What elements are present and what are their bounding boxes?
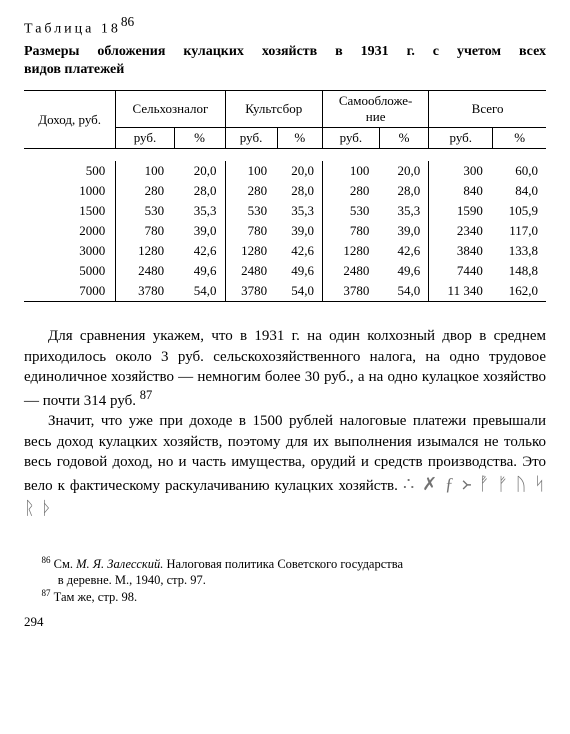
cell: 20,0	[174, 161, 225, 181]
sub-g2-pct: %	[277, 128, 322, 149]
sub-g3-rub: руб.	[323, 128, 380, 149]
cell: 49,6	[379, 261, 428, 281]
cell: 105,9	[493, 201, 546, 221]
paragraph-1: Для сравнения укажем, что в 1931 г. на о…	[24, 326, 546, 411]
cell: 35,3	[174, 201, 225, 221]
table-row: 3000128042,6128042,6128042,63840133,8	[24, 241, 546, 261]
table-row: 50010020,010020,010020,030060,0	[24, 161, 546, 181]
table-label-text: Таблица 18	[24, 21, 121, 36]
cell: 42,6	[174, 241, 225, 261]
cell: 2000	[24, 221, 116, 241]
cell: 530	[225, 201, 277, 221]
sub-g1-pct: %	[174, 128, 225, 149]
cell: 49,6	[174, 261, 225, 281]
cell: 54,0	[277, 281, 322, 302]
cell: 84,0	[493, 181, 546, 201]
table-row: 7000378054,0378054,0378054,011 340162,0	[24, 281, 546, 302]
table-row: 5000248049,6248049,6248049,67440148,8	[24, 261, 546, 281]
cell: 840	[429, 181, 493, 201]
cell: 133,8	[493, 241, 546, 261]
cell: 1280	[116, 241, 174, 261]
cell: 100	[116, 161, 174, 181]
cell: 780	[225, 221, 277, 241]
cell: 20,0	[277, 161, 322, 181]
cell: 2480	[225, 261, 277, 281]
cell: 3780	[116, 281, 174, 302]
cell: 1280	[225, 241, 277, 261]
cell: 3780	[225, 281, 277, 302]
cell: 530	[116, 201, 174, 221]
cell: 11 340	[429, 281, 493, 302]
cell: 280	[323, 181, 380, 201]
cell: 39,0	[277, 221, 322, 241]
cell: 54,0	[174, 281, 225, 302]
cell: 280	[225, 181, 277, 201]
col-g1: Сельхозналог	[116, 91, 225, 128]
cell: 780	[116, 221, 174, 241]
cell: 2480	[323, 261, 380, 281]
cell: 42,6	[379, 241, 428, 261]
cell: 35,3	[379, 201, 428, 221]
cell: 35,3	[277, 201, 322, 221]
cell: 2480	[116, 261, 174, 281]
table-row: 200078039,078039,078039,02340117,0	[24, 221, 546, 241]
cell: 780	[323, 221, 380, 241]
table-title-line2: видов платежей	[24, 61, 546, 79]
table-label-sup: 86	[121, 14, 134, 29]
table-row: 150053035,353035,353035,31590105,9	[24, 201, 546, 221]
cell: 300	[429, 161, 493, 181]
cell: 1500	[24, 201, 116, 221]
cell: 117,0	[493, 221, 546, 241]
sub-g4-pct: %	[493, 128, 546, 149]
cell: 42,6	[277, 241, 322, 261]
col-g3: Самообложе- ние	[323, 91, 429, 128]
cell: 49,6	[277, 261, 322, 281]
cell: 162,0	[493, 281, 546, 302]
cell: 28,0	[277, 181, 322, 201]
tax-table-body: 50010020,010020,010020,030060,0100028028…	[24, 149, 546, 302]
footnote-86: 86 См. М. Я. Залесский. Налоговая полити…	[24, 555, 546, 589]
table-title: Размеры обложения кулацких хозяйств в 19…	[24, 43, 546, 78]
cell: 3000	[24, 241, 116, 261]
footnote-ref-87: 87	[140, 388, 153, 402]
col-g4: Всего	[429, 91, 546, 128]
cell: 39,0	[174, 221, 225, 241]
table-row: 100028028,028028,028028,084084,0	[24, 181, 546, 201]
sub-g4-rub: руб.	[429, 128, 493, 149]
cell: 28,0	[174, 181, 225, 201]
cell: 54,0	[379, 281, 428, 302]
cell: 28,0	[379, 181, 428, 201]
cell: 2340	[429, 221, 493, 241]
cell: 5000	[24, 261, 116, 281]
table-label: Таблица 1886	[24, 14, 546, 37]
cell: 1590	[429, 201, 493, 221]
cell: 1280	[323, 241, 380, 261]
footnotes: 86 См. М. Я. Залесский. Налоговая полити…	[24, 555, 546, 606]
table-title-line1: Размеры обложения кулацких хозяйств в 19…	[24, 44, 546, 59]
cell: 530	[323, 201, 380, 221]
cell: 500	[24, 161, 116, 181]
paragraph-2: Значит, что уже при доходе в 1500 рублей…	[24, 411, 546, 520]
cell: 60,0	[493, 161, 546, 181]
footnote-86-cont: в деревне. М., 1940, стр. 97.	[24, 572, 546, 588]
cell: 100	[225, 161, 277, 181]
sub-g3-pct: %	[379, 128, 428, 149]
cell: 7000	[24, 281, 116, 302]
cell: 39,0	[379, 221, 428, 241]
cell: 148,8	[493, 261, 546, 281]
cell: 100	[323, 161, 380, 181]
page-number: 294	[24, 614, 546, 630]
footnote-87: 87 Там же, стр. 98.	[24, 588, 546, 605]
tax-table: Доход, руб. Сельхозналог Культсбор Самоо…	[24, 90, 546, 302]
sub-g2-rub: руб.	[225, 128, 277, 149]
col-income: Доход, руб.	[24, 91, 116, 149]
sub-g1-rub: руб.	[116, 128, 174, 149]
cell: 20,0	[379, 161, 428, 181]
cell: 3780	[323, 281, 380, 302]
col-g2: Культсбор	[225, 91, 323, 128]
cell: 1000	[24, 181, 116, 201]
cell: 3840	[429, 241, 493, 261]
cell: 7440	[429, 261, 493, 281]
cell: 280	[116, 181, 174, 201]
